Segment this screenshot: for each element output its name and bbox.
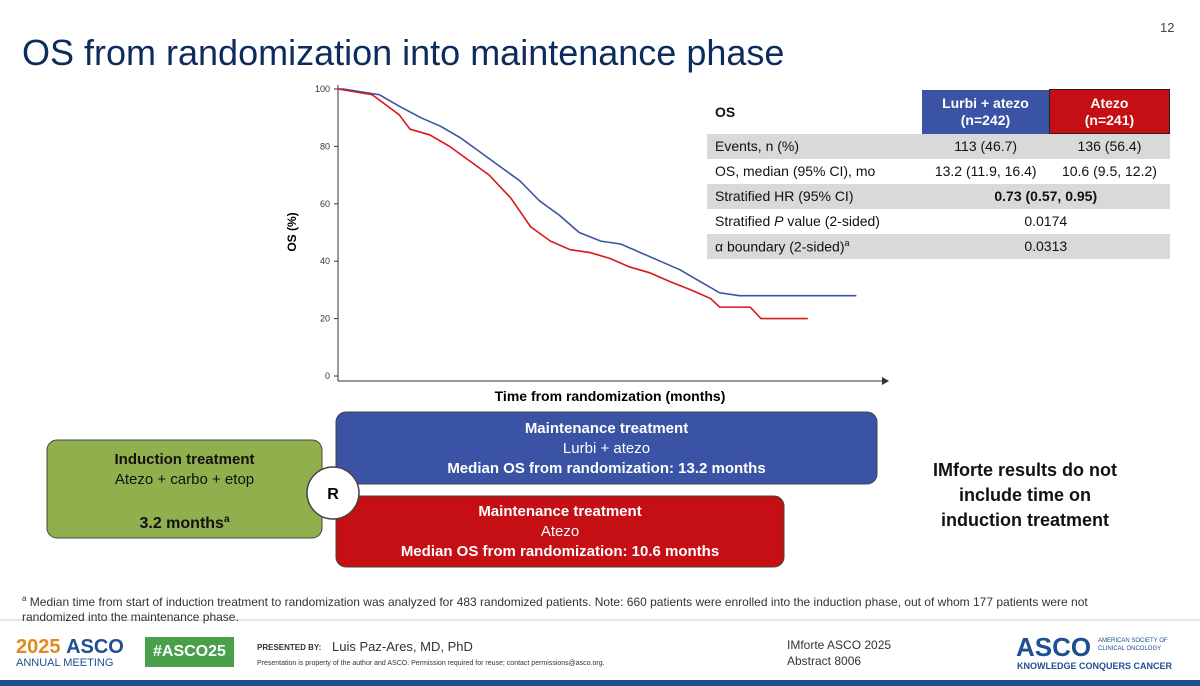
note-line: induction treatment (940, 510, 1109, 530)
blue-arm-text: Maintenance treatment Lurbi + atezo Median… (336, 419, 877, 479)
y-tick-label: 100 (315, 84, 330, 94)
blue-arm-box (335, 411, 878, 485)
slide-title: OS from randomization into maintenance p… (22, 32, 785, 73)
arm-drug: Atezo (540, 523, 580, 540)
red-arm-box (335, 495, 785, 568)
cell: 10.6 (9.5, 12.2) (1061, 163, 1157, 179)
society: AMERICAN SOCIETY OF CLINICAL ONCOLOGY (1098, 637, 1168, 653)
header-n: (n=241) (1084, 111, 1135, 128)
abstract: Abstract 8006 (787, 654, 862, 668)
induction-drugs: Atezo + carbo + etop (114, 471, 255, 488)
arm-median: Median OS from randomization: 10.6 month… (400, 543, 720, 560)
km-curve (338, 88, 857, 297)
hashtag-box (145, 637, 234, 667)
induction-text: Induction treatment Atezo + carbo + etop 3… (47, 450, 322, 534)
note-line: IMforte results do not (933, 460, 1117, 480)
footnote: a Median time from start of induction tr… (22, 591, 1152, 625)
results-table: OS Lurbi + atezo (n=242) Atezo (n=241) Eve… (707, 89, 1171, 259)
induction-sup: a (223, 514, 230, 525)
header-arm: Lurbi + atezo (942, 94, 1029, 111)
cell: 0.73 (0.57, 0.95) (922, 183, 1170, 209)
label-part: Stratified (715, 213, 775, 229)
y-tick-label: 40 (320, 256, 330, 266)
table-header: OS (707, 89, 922, 134)
footnote-sup: a (22, 594, 27, 603)
arm-median: Median OS from randomization: 13.2 month… (447, 460, 766, 477)
year: 2025 (16, 636, 61, 658)
hashtag: #ASCO25 (153, 643, 226, 660)
arm-drug: Lurbi + atezo (562, 440, 651, 457)
presented-by: PRESENTED BY: (257, 643, 322, 652)
y-tick-label: 20 (320, 314, 330, 324)
header-arm: Atezo (1090, 94, 1129, 111)
randomization-label: R (327, 486, 339, 503)
asco: ASCO (66, 636, 124, 658)
page-number: 12 (1160, 20, 1175, 35)
row-label: Events, n (%) (707, 133, 922, 159)
row-label: OS, median (95% CI), mo (715, 163, 876, 179)
asco-logo: ASCO (1016, 632, 1092, 662)
note-line: include time on (958, 485, 1091, 505)
label-part: P (774, 213, 784, 229)
x-axis-label: Time from randomization (months) (495, 388, 726, 404)
cell: 0.0174 (1024, 213, 1068, 229)
table-header: Atezo (n=241) (1048, 89, 1171, 134)
y-tick-label: 80 (320, 141, 330, 151)
cell: 0.0313 (922, 233, 1170, 259)
header-n: (n=242) (960, 111, 1011, 128)
y-tick-label: 60 (320, 199, 330, 209)
cell: 136 (56.4) (1049, 133, 1170, 159)
table: OS Lurbi + atezo (n=242) Atezo (n=241) Eve… (707, 89, 1171, 259)
induction-title: Induction treatment (114, 451, 255, 468)
x-arrow (882, 377, 889, 385)
km-curve (337, 88, 808, 320)
y-tick-label: 0 (325, 371, 330, 381)
disclaimer: Presentation is property of the author a… (257, 660, 605, 667)
meeting: ANNUAL MEETING (16, 657, 114, 669)
red-arm-text: Maintenance treatment Atezo Median OS from… (336, 502, 784, 562)
table-header: Lurbi + atezo (n=242) (922, 89, 1050, 134)
y-axis-label: OS (%) (285, 212, 299, 251)
cell: 13.2 (11.9, 16.4) (934, 163, 1037, 179)
society-line: CLINICAL ONCOLOGY (1098, 646, 1162, 652)
label-part: α boundary (2-sided) (715, 238, 845, 255)
note: IMforte results do not include time on ind… (905, 458, 1145, 533)
label-sup: a (844, 237, 850, 248)
bottom-bar (0, 680, 1200, 686)
row-label: α boundary (2-sided)a (707, 233, 922, 259)
footnote-text: Median time from start of induction trea… (22, 595, 1088, 624)
cell: 113 (46.7) (922, 133, 1050, 159)
presenter: Luis Paz-Ares, MD, PhD (332, 639, 473, 654)
meeting-logo: 2025 ASCO (16, 636, 124, 659)
row-label: Stratified P value (2-sided) (707, 209, 922, 234)
randomization-circle (306, 466, 360, 520)
tagline: KNOWLEDGE CONQUERS CANCER (1017, 661, 1173, 671)
induction-duration: 3.2 months (139, 515, 224, 532)
row-label: Stratified HR (95% CI) (707, 183, 922, 209)
society-line: AMERICAN SOCIETY OF (1098, 638, 1168, 644)
study: IMforte ASCO 2025 (787, 638, 892, 652)
arm-title: Maintenance treatment (524, 420, 689, 437)
label-part: value (2-sided) (783, 213, 880, 229)
arm-title: Maintenance treatment (478, 503, 642, 520)
